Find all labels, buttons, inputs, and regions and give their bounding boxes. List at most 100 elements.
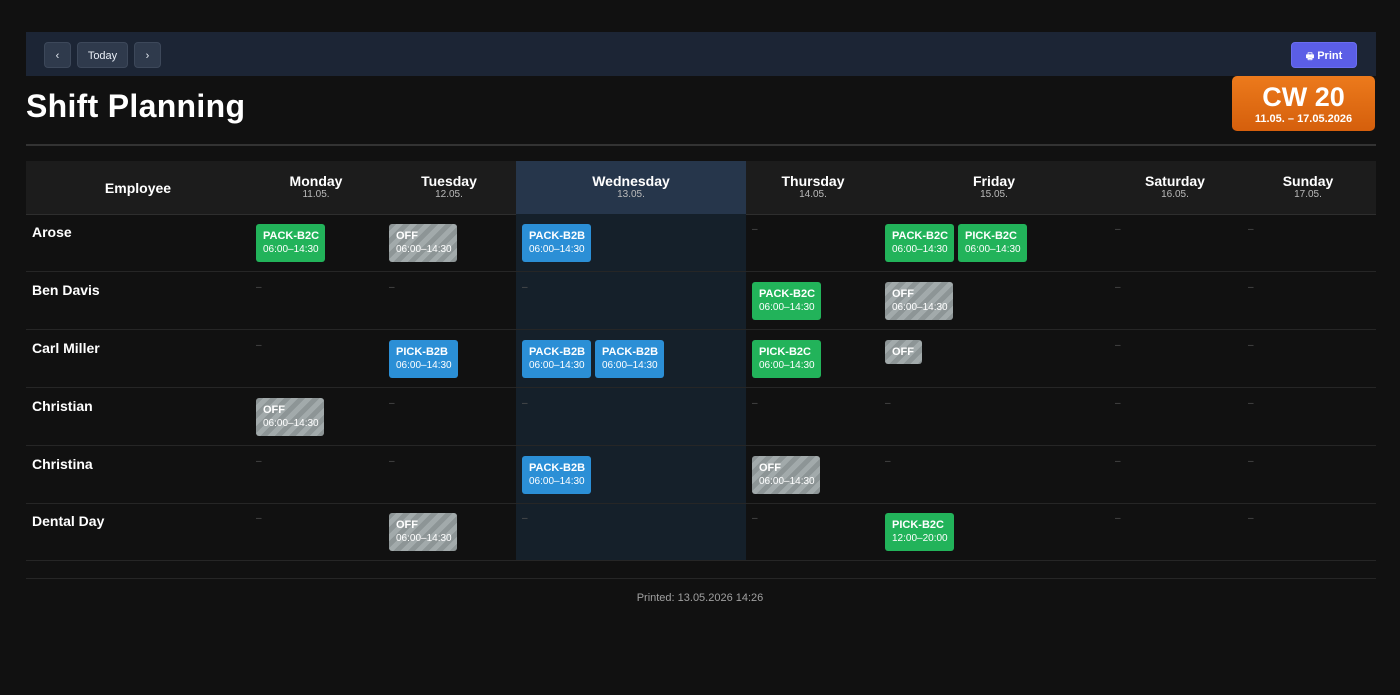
shift-code: PICK-B2C (759, 346, 811, 358)
day-header-thursday: Thursday 14.05. (743, 161, 883, 214)
schedule-cell[interactable]: PACK-B2B 06:00–14:30 (522, 224, 742, 264)
empty-marker: – (1248, 282, 1254, 293)
shift-time: 06:00–14:30 (759, 360, 815, 371)
schedule-cell[interactable]: OFF 06:00–14:30 (389, 224, 609, 264)
day-date: 12.05. (435, 189, 463, 200)
schedule-cell[interactable]: PACK-B2C 06:00–14:30 (752, 282, 972, 322)
schedule-cell[interactable]: – (1115, 340, 1335, 380)
empty-marker: – (752, 513, 758, 524)
schedule-cell[interactable]: – (1115, 282, 1335, 322)
schedule-cell[interactable]: – (1248, 282, 1400, 322)
shift-block[interactable]: PICK-B2B 06:00–14:30 (389, 340, 458, 378)
schedule-cell[interactable]: – (389, 398, 609, 438)
footer-divider (26, 578, 1376, 579)
day-date: 14.05. (799, 189, 827, 200)
schedule-cell[interactable]: – (389, 282, 609, 322)
schedule-cell[interactable]: PACK-B2B 06:00–14:30 PACK-B2B 06:00–14:30 (522, 340, 742, 380)
schedule-cell[interactable]: – (1115, 224, 1335, 264)
shift-code: PICK-B2C (965, 230, 1017, 242)
shift-time: 06:00–14:30 (263, 418, 319, 429)
shift-block[interactable]: PACK-B2B 06:00–14:30 (595, 340, 664, 378)
schedule-cell[interactable]: PICK-B2B 06:00–14:30 (389, 340, 609, 380)
print-button[interactable]: 🖶 Print (1291, 42, 1357, 68)
shift-time: 06:00–14:30 (529, 244, 585, 255)
shift-code: OFF (263, 404, 285, 416)
day-date: 16.05. (1161, 189, 1189, 200)
employee-row: Christina – – PACK-B2B 06:00–14:30 OFF 06:00–1… (26, 446, 1376, 504)
employee-row: Dental Day – OFF 06:00–14:30 – – PICK-B2C 12:00… (26, 503, 1376, 561)
employee-name: Carl Miller (32, 340, 100, 356)
shift-block[interactable]: PICK-B2C 12:00–20:00 (885, 513, 954, 551)
schedule-cell[interactable]: – (1248, 340, 1400, 380)
shift-block[interactable]: PACK-B2C 06:00–14:30 (752, 282, 821, 320)
schedule-cell[interactable]: – (256, 513, 476, 553)
schedule-cell[interactable]: – (522, 398, 742, 438)
shift-block[interactable]: OFF 06:00–14:30 (256, 398, 324, 436)
empty-marker: – (752, 224, 758, 235)
day-date: 17.05. (1294, 189, 1322, 200)
day-date: 11.05. (302, 189, 330, 200)
schedule-cell[interactable]: – (752, 398, 972, 438)
shift-time: 06:00–14:30 (759, 302, 815, 313)
shift-time: 06:00–14:30 (892, 302, 948, 313)
shift-block[interactable]: OFF 06:00–14:30 (885, 282, 953, 320)
shift-block[interactable]: PACK-B2C 06:00–14:30 (256, 224, 325, 262)
employee-header-label: Employee (104, 180, 172, 196)
shift-code: OFF (759, 462, 781, 474)
shift-block[interactable]: OFF 06:00–14:30 (389, 224, 457, 262)
schedule-cell[interactable]: – (522, 282, 742, 322)
shift-time: 06:00–14:30 (892, 244, 948, 255)
day-header-monday: Monday 11.05. (246, 161, 386, 214)
shift-code: PACK-B2B (529, 462, 586, 474)
schedule-cell[interactable]: PICK-B2C 06:00–14:30 (752, 340, 972, 380)
empty-marker: – (1248, 456, 1254, 467)
schedule-cell[interactable]: – (1248, 398, 1400, 438)
shift-block[interactable]: PICK-B2C 06:00–14:30 (958, 224, 1027, 262)
schedule-cell[interactable]: – (752, 224, 972, 264)
schedule-cell[interactable]: – (256, 456, 476, 496)
schedule-cell[interactable]: PACK-B2C 06:00–14:30 PICK-B2C 06:00–14:30 (885, 224, 1105, 264)
schedule-cell[interactable]: OFF 06:00–14:30 (256, 398, 476, 438)
shift-code: OFF (892, 288, 914, 300)
schedule-cell[interactable]: OFF 06:00–14:30 (389, 513, 609, 553)
calendar-week-label: CW 20 (1262, 82, 1345, 112)
schedule-cell[interactable]: PACK-B2C 06:00–14:30 (256, 224, 476, 264)
employee-name: Arose (32, 224, 72, 240)
schedule-cell[interactable]: – (1248, 513, 1400, 553)
schedule-cell[interactable]: OFF 06:00–14:30 (885, 282, 1105, 322)
schedule-cell[interactable]: – (256, 340, 476, 380)
schedule-cell[interactable]: – (522, 513, 742, 553)
schedule-cell[interactable]: – (752, 513, 972, 553)
prev-week-button[interactable]: ‹ (44, 42, 71, 68)
empty-marker: – (1115, 456, 1121, 467)
calendar-week-range: 11.05. – 17.05.2026 (1254, 113, 1353, 125)
schedule-cell[interactable]: – (389, 456, 609, 496)
page-title: Shift Planning (26, 88, 246, 124)
schedule-cell[interactable]: – (256, 282, 476, 322)
schedule-cell[interactable]: PICK-B2C 12:00–20:00 (885, 513, 1105, 553)
shift-block[interactable]: PICK-B2C 06:00–14:30 (752, 340, 821, 378)
shift-block[interactable]: PACK-B2B 06:00–14:30 (522, 340, 591, 378)
schedule-cell[interactable]: – (1115, 456, 1335, 496)
today-button[interactable]: Today (77, 42, 128, 68)
shift-code: OFF (396, 519, 418, 531)
shift-block[interactable]: OFF 06:00–14:30 (752, 456, 820, 494)
shift-block[interactable]: PACK-B2B 06:00–14:30 (522, 456, 591, 494)
shift-block[interactable]: OFF 06:00–14:30 (389, 513, 457, 551)
schedule-cell[interactable]: OFF (885, 340, 1105, 380)
schedule-cell[interactable]: OFF 06:00–14:30 (752, 456, 972, 496)
schedule-cell[interactable]: – (885, 398, 1105, 438)
toolbar: ‹ Today › 🖶 Print (26, 32, 1376, 76)
employee-name: Christian (32, 398, 93, 414)
schedule-cell[interactable]: PACK-B2B 06:00–14:30 (522, 456, 742, 496)
next-week-button[interactable]: › (134, 42, 161, 68)
schedule-cell[interactable]: – (1115, 513, 1335, 553)
schedule-cell[interactable]: – (1115, 398, 1335, 438)
shift-block[interactable]: PACK-B2C 06:00–14:30 (885, 224, 954, 262)
employee-name: Ben Davis (32, 282, 100, 298)
schedule-cell[interactable]: – (885, 456, 1105, 496)
shift-block[interactable]: PACK-B2B 06:00–14:30 (522, 224, 591, 262)
schedule-cell[interactable]: – (1248, 456, 1400, 496)
schedule-cell[interactable]: – (1248, 224, 1400, 264)
shift-block[interactable]: OFF (885, 340, 922, 364)
